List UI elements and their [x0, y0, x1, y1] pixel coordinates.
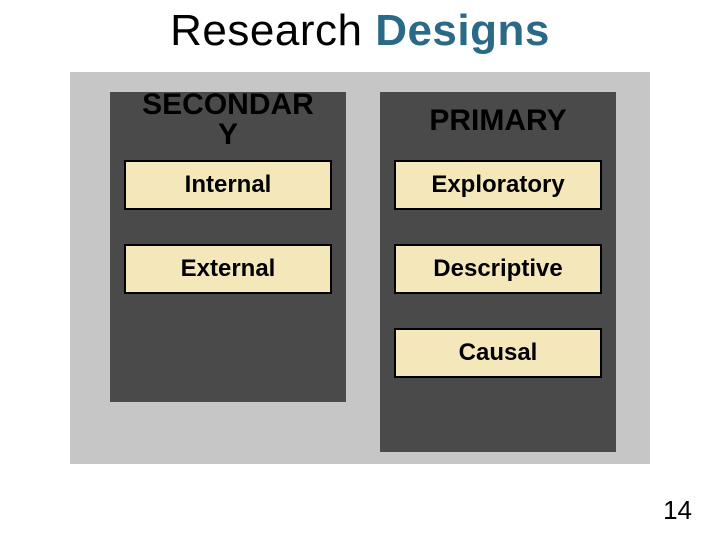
- content-panel: SECONDAR Y Internal External PRIMARY Exp…: [70, 72, 650, 464]
- secondary-item-external: External: [124, 244, 332, 294]
- column-primary: PRIMARY Exploratory Descriptive Causal: [380, 92, 616, 452]
- secondary-item-internal: Internal: [124, 160, 332, 210]
- page-number: 14: [663, 495, 692, 526]
- slide: Research Designs SECONDAR Y Internal Ext…: [0, 0, 720, 540]
- primary-item-exploratory: Exploratory: [394, 160, 602, 210]
- primary-item-descriptive: Descriptive: [394, 244, 602, 294]
- column-secondary: SECONDAR Y Internal External: [110, 92, 346, 402]
- title-word-1: Research: [170, 6, 362, 55]
- column-secondary-header: SECONDAR Y: [110, 90, 346, 150]
- title-word-2: Designs: [375, 6, 550, 55]
- primary-item-causal: Causal: [394, 328, 602, 378]
- column-secondary-header-line2: Y: [110, 120, 346, 150]
- column-secondary-header-line1: SECONDAR: [110, 90, 346, 120]
- column-primary-header: PRIMARY: [380, 106, 616, 136]
- slide-title: Research Designs: [0, 6, 720, 56]
